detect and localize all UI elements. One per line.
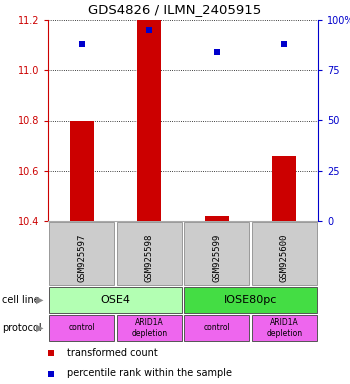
Bar — [117, 222, 182, 285]
Bar — [49, 222, 114, 285]
Bar — [184, 315, 249, 341]
Text: transformed count: transformed count — [67, 348, 158, 358]
Text: ARID1A
depletion: ARID1A depletion — [266, 318, 302, 338]
Bar — [49, 287, 182, 313]
Bar — [184, 287, 317, 313]
Bar — [49, 315, 114, 341]
Text: GDS4826 / ILMN_2405915: GDS4826 / ILMN_2405915 — [88, 3, 262, 17]
Bar — [252, 315, 317, 341]
Text: control: control — [68, 323, 95, 333]
Text: control: control — [203, 323, 230, 333]
Text: protocol: protocol — [2, 323, 41, 333]
Text: percentile rank within the sample: percentile rank within the sample — [67, 369, 232, 379]
Text: cell line: cell line — [2, 295, 40, 305]
Text: GSM925598: GSM925598 — [145, 234, 154, 282]
Bar — [205, 216, 229, 221]
Text: ARID1A
depletion: ARID1A depletion — [131, 318, 167, 338]
Bar — [272, 156, 296, 221]
Text: ▶: ▶ — [35, 295, 43, 305]
Text: OSE4: OSE4 — [100, 295, 131, 305]
Text: ▶: ▶ — [35, 323, 43, 333]
Bar — [252, 222, 317, 285]
Text: GSM925600: GSM925600 — [280, 234, 289, 282]
Bar — [117, 315, 182, 341]
Text: IOSE80pc: IOSE80pc — [224, 295, 277, 305]
Text: GSM925597: GSM925597 — [77, 234, 86, 282]
Bar — [184, 222, 249, 285]
Bar — [138, 20, 161, 221]
Bar — [70, 121, 93, 221]
Text: GSM925599: GSM925599 — [212, 234, 221, 282]
